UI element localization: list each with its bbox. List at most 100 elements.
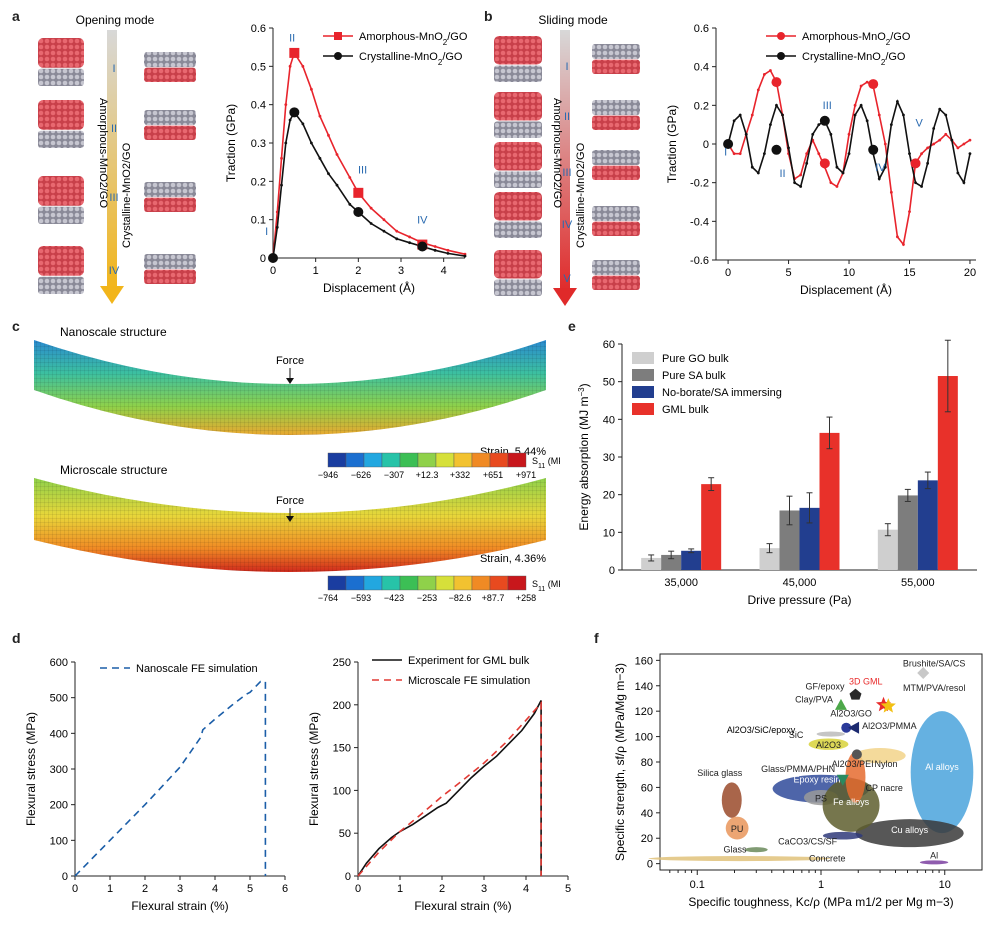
highlight-marker	[771, 144, 782, 155]
colorbar-segment	[489, 575, 509, 591]
x-tick-label: 5	[565, 883, 571, 895]
x-axis-label: Flexural strain (%)	[414, 899, 511, 913]
region-label: Epoxy resin	[793, 775, 840, 785]
panel-a-arrow-left-label: Amorphous-MnO2/GO	[97, 98, 109, 208]
panel-b-schematic: Sliding mode Amorphous-MnO2/GO Crystalli…	[494, 13, 640, 306]
bar	[897, 495, 918, 570]
graphene-oxide-layer	[38, 68, 84, 86]
x-tick-label: 20	[964, 267, 976, 279]
legend-label: Experiment for GML bulk	[408, 655, 530, 667]
data-point	[750, 113, 754, 117]
data-point	[851, 749, 862, 760]
y-tick-label: 0	[345, 871, 351, 883]
data-point	[834, 698, 847, 710]
highlight-marker	[910, 158, 921, 169]
data-point	[395, 229, 399, 233]
y-tick-label: 50	[603, 377, 615, 389]
data-point	[275, 225, 279, 229]
data-point	[938, 107, 942, 111]
y-tick-label: 140	[635, 681, 653, 693]
panel-b-mode-title: Sliding mode	[538, 13, 608, 27]
highlight-marker	[353, 187, 364, 198]
y-axis-label: Flexural stress (MPa)	[24, 712, 38, 826]
data-point	[944, 113, 948, 117]
data-point	[799, 173, 803, 177]
colorbar-segment	[435, 452, 455, 468]
stage-annotation: IV	[417, 215, 428, 227]
amorphous-oxide-layer	[494, 92, 542, 121]
nano-title: Nanoscale structure	[60, 325, 167, 339]
data-point	[335, 153, 339, 156]
data-point	[433, 245, 437, 248]
legend-marker	[334, 52, 342, 60]
highlight-marker	[868, 144, 879, 155]
crystalline-oxide-layer	[592, 275, 640, 290]
crystalline-oxide-layer	[144, 125, 196, 140]
y-tick-label: 0.4	[251, 100, 266, 112]
series-line-1	[272, 51, 466, 259]
region-label: Fe alloys	[833, 797, 870, 807]
data-point	[335, 183, 339, 187]
property-region	[822, 831, 863, 840]
x-tick-label: 0	[355, 883, 361, 895]
y-tick-label: 600	[50, 657, 68, 669]
x-axis-label: Specific toughness, Kc/ρ (MPa m1/2 per M…	[688, 895, 953, 909]
graphene-oxide-layer	[144, 254, 196, 269]
legend-marker	[334, 32, 342, 40]
property-region	[822, 778, 880, 832]
property-region	[919, 860, 949, 865]
point-label: GF/epoxy	[806, 682, 846, 692]
amorphous-oxide-layer	[494, 192, 542, 221]
colorbar-segment	[489, 452, 509, 468]
data-point	[968, 152, 972, 156]
highlight-marker	[353, 207, 364, 217]
graphene-oxide-layer	[144, 182, 196, 197]
legend-label: Amorphous-MnO2/GO	[359, 31, 468, 47]
colorbar-segment	[399, 575, 419, 591]
data-point	[327, 133, 330, 137]
region-label: CP nacre	[865, 783, 902, 793]
colorbar-tick: −946	[318, 470, 338, 480]
stage-annotation: I	[265, 226, 268, 238]
data-point	[762, 152, 766, 156]
x-tick-label: 6	[282, 883, 288, 895]
amorphous-oxide-layer	[38, 246, 84, 276]
data-point	[408, 241, 411, 245]
graphene-oxide-layer	[38, 276, 84, 294]
region-label: SiC	[789, 730, 804, 740]
region-label: Cu alloys	[891, 825, 929, 835]
data-point	[847, 152, 851, 156]
stage-annotation: II	[289, 32, 295, 44]
data-point	[348, 176, 352, 179]
data-point	[836, 774, 849, 786]
data-point	[738, 152, 742, 156]
amorphous-oxide-layer	[494, 142, 542, 171]
y-tick-label: 0.6	[694, 23, 709, 35]
data-point	[284, 103, 288, 107]
colorbar-segment	[471, 452, 491, 468]
stage-annotation: III	[358, 165, 367, 177]
data-point	[805, 161, 809, 165]
y-tick-label: 400	[50, 728, 68, 740]
x-tick-label: 1	[313, 265, 319, 277]
y-tick-label: 40	[641, 808, 653, 820]
property-region	[721, 782, 742, 818]
property-region	[808, 738, 849, 750]
colorbar-segment	[417, 452, 437, 468]
data-point	[395, 237, 399, 241]
colorbar-segment	[435, 575, 455, 591]
graphene-oxide-layer	[144, 110, 196, 125]
colorbar-segment	[453, 575, 473, 591]
series-line-1	[74, 680, 267, 877]
region-label: Concrete	[809, 853, 846, 863]
y-tick-label: 120	[635, 706, 653, 718]
micro-force-label: Force	[276, 495, 304, 507]
graphene-oxide-layer	[494, 171, 542, 188]
point-label: Clay/PVA	[795, 694, 833, 704]
property-region	[725, 816, 749, 840]
legend-label: Nanoscale FE simulation	[136, 663, 258, 675]
x-tick-label: 0	[72, 883, 78, 895]
panel-b-arrow-right-label: Crystalline-MnO2/GO	[575, 142, 587, 248]
stage-label: V	[563, 273, 571, 285]
